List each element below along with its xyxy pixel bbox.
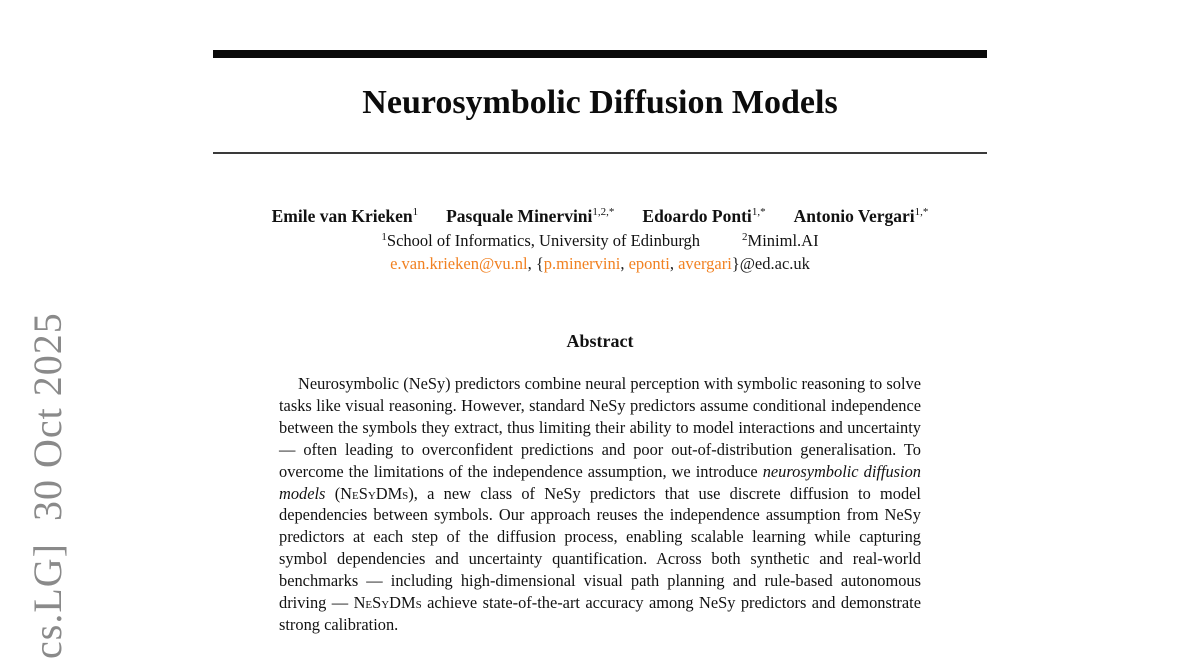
title-rule — [213, 152, 987, 154]
abstract-text-run: NeSyDMs — [353, 593, 422, 613]
affiliation-marker: 1 — [381, 231, 387, 243]
arxiv-watermark: cs.LG] 30 Oct 2025 — [25, 312, 70, 659]
affiliation-item: 1School of Informatics, University of Ed… — [381, 231, 701, 250]
email-line: e.van.krieken@vu.nl, {p.minervini, epont… — [0, 254, 1200, 274]
email-separator: }@ed.ac.uk — [731, 254, 810, 273]
author-affil-marker: 1,* — [914, 206, 929, 218]
abstract-text-run: neurosymbolic diffusion models — [279, 461, 921, 503]
abstract-text-run: achieve state-of-the-art accuracy among … — [279, 593, 921, 634]
author-affil-marker: 1,2,* — [592, 206, 615, 218]
abstract-text-run: Neurosymbolic (NeSy) predictors combine … — [279, 374, 921, 481]
author-list: Emile van Krieken1 Pasquale Minervini1,2,… — [0, 206, 1200, 227]
abstract-body: Neurosymbolic (NeSy) predictors combine … — [279, 373, 921, 636]
author-name: Antonio Vergari1,* — [793, 206, 929, 226]
email-link[interactable]: avergari — [678, 254, 732, 273]
affiliation-list: 1School of Informatics, University of Ed… — [0, 231, 1200, 251]
abstract-text-run: ( — [325, 483, 341, 503]
abstract-heading: Abstract — [566, 331, 634, 351]
email-separator: , — [620, 254, 629, 273]
affiliation-item: 2Miniml.AI — [742, 231, 819, 250]
top-rule — [213, 50, 987, 58]
affiliation-marker: 2 — [742, 231, 748, 243]
author-affil-marker: 1,* — [751, 206, 766, 218]
author-name: Pasquale Minervini1,2,* — [446, 206, 615, 226]
email-separator: , — [669, 254, 679, 273]
email-link[interactable]: e.van.krieken@vu.nl — [390, 254, 528, 273]
author-affil-marker: 1 — [412, 206, 419, 218]
email-link[interactable]: p.minervini — [543, 254, 621, 273]
author-name: Edoardo Ponti1,* — [642, 206, 766, 226]
paper-title: Neurosymbolic Diffusion Models — [362, 84, 838, 121]
abstract-text-run: NeSyDMs — [340, 483, 409, 503]
email-link[interactable]: eponti — [628, 254, 670, 273]
author-name: Emile van Krieken1 — [271, 206, 419, 226]
email-separator: , { — [527, 254, 544, 273]
abstract-text-run: ), a new class of NeSy predictors that u… — [279, 483, 921, 613]
